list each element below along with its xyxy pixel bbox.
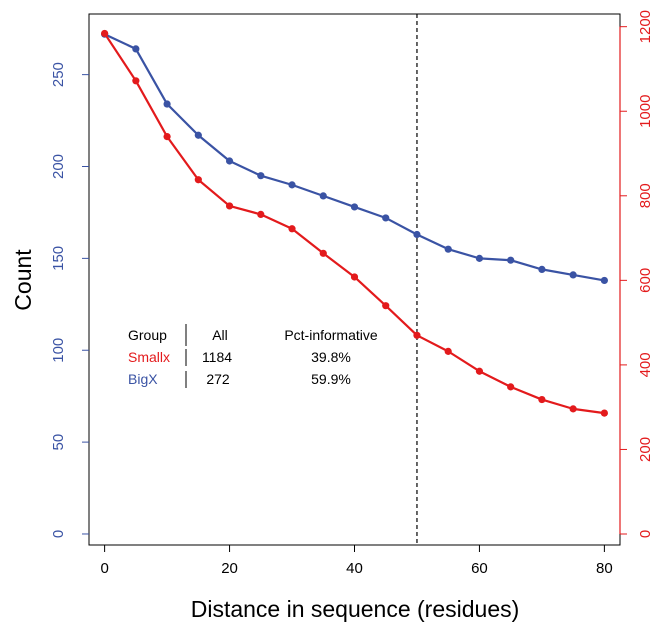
- legend-header-pct: Pct-informative: [284, 327, 378, 343]
- data-point-smallx: [194, 176, 202, 184]
- x-tick-label: 20: [221, 560, 238, 577]
- y-left-tick-label: 50: [50, 434, 67, 451]
- data-point-smallx: [132, 77, 140, 85]
- legend-row-bigx-all: 272: [206, 371, 230, 387]
- legend-row-bigx-group: BigX: [128, 371, 158, 387]
- legend-row-smallx-pct: 39.8%: [311, 349, 351, 365]
- data-point-bigx: [194, 131, 202, 139]
- x-tick-label: 80: [596, 560, 613, 577]
- data-point-smallx: [382, 302, 390, 310]
- x-axis-title: Distance in sequence (residues): [191, 596, 520, 622]
- data-point-smallx: [288, 225, 296, 233]
- data-point-smallx: [163, 133, 171, 141]
- y-right-tick-label: 600: [637, 268, 654, 293]
- data-point-bigx: [569, 271, 577, 279]
- data-point-bigx: [319, 192, 327, 200]
- data-point-smallx: [225, 202, 234, 210]
- data-point-bigx: [475, 254, 484, 262]
- series-smallx: [101, 29, 608, 417]
- x-axis: 0 20 40 60 80: [100, 545, 613, 577]
- data-point-smallx: [444, 347, 452, 355]
- legend-table: Group All Pct-informative Smallx 1184 39…: [128, 324, 378, 388]
- series-layer: [101, 29, 608, 417]
- series-bigx: [101, 30, 608, 285]
- y-left-tick-label: 250: [50, 62, 67, 87]
- data-point-bigx: [350, 203, 359, 211]
- data-point-smallx: [413, 331, 421, 339]
- y-axis-left: 0 50 100 150 200 250: [50, 62, 89, 538]
- y-left-tick-label: 0: [50, 530, 67, 538]
- y-axis-title: Count: [10, 249, 36, 311]
- data-point-bigx: [132, 45, 140, 53]
- data-point-smallx: [319, 249, 327, 257]
- data-point-bigx: [257, 172, 265, 180]
- y-left-tick-label: 100: [50, 338, 67, 363]
- data-point-smallx: [350, 273, 359, 281]
- data-point-bigx: [538, 265, 546, 273]
- data-point-bigx: [382, 214, 390, 222]
- legend-header-all: All: [212, 327, 228, 343]
- data-point-bigx: [600, 276, 608, 285]
- y-right-tick-label: 800: [637, 183, 654, 208]
- data-point-smallx: [538, 395, 546, 404]
- y-left-tick-label: 150: [50, 246, 67, 271]
- data-point-bigx: [225, 157, 234, 165]
- legend-row-smallx-group: Smallx: [128, 349, 170, 365]
- y-axis-right: 0 200 400 600 800 1000 1200: [619, 10, 654, 538]
- x-tick-label: 60: [471, 560, 488, 577]
- data-point-smallx: [101, 29, 109, 38]
- data-point-bigx: [288, 181, 296, 189]
- y-left-tick-label: 200: [50, 154, 67, 179]
- series-line-smallx: [103, 32, 605, 415]
- legend-header-group: Group: [128, 327, 167, 343]
- data-point-bigx: [163, 100, 171, 108]
- x-tick-label: 0: [100, 560, 108, 577]
- data-point-smallx: [569, 405, 577, 413]
- y-right-tick-label: 200: [637, 437, 654, 462]
- legend-row-bigx-pct: 59.9%: [311, 371, 351, 387]
- data-point-smallx: [257, 210, 265, 218]
- legend-row-smallx-all: 1184: [202, 349, 232, 365]
- data-point-bigx: [444, 245, 452, 253]
- data-point-smallx: [507, 383, 515, 391]
- data-point-bigx: [413, 230, 421, 239]
- y-right-tick-label: 0: [637, 530, 654, 538]
- y-right-tick-label: 1000: [637, 95, 654, 128]
- x-tick-label: 40: [346, 560, 363, 577]
- y-right-tick-label: 400: [637, 352, 654, 377]
- y-right-tick-label: 1200: [637, 10, 654, 43]
- data-point-bigx: [507, 256, 515, 264]
- data-point-smallx: [600, 409, 608, 417]
- data-point-smallx: [475, 367, 484, 375]
- series-line-bigx: [104, 33, 605, 282]
